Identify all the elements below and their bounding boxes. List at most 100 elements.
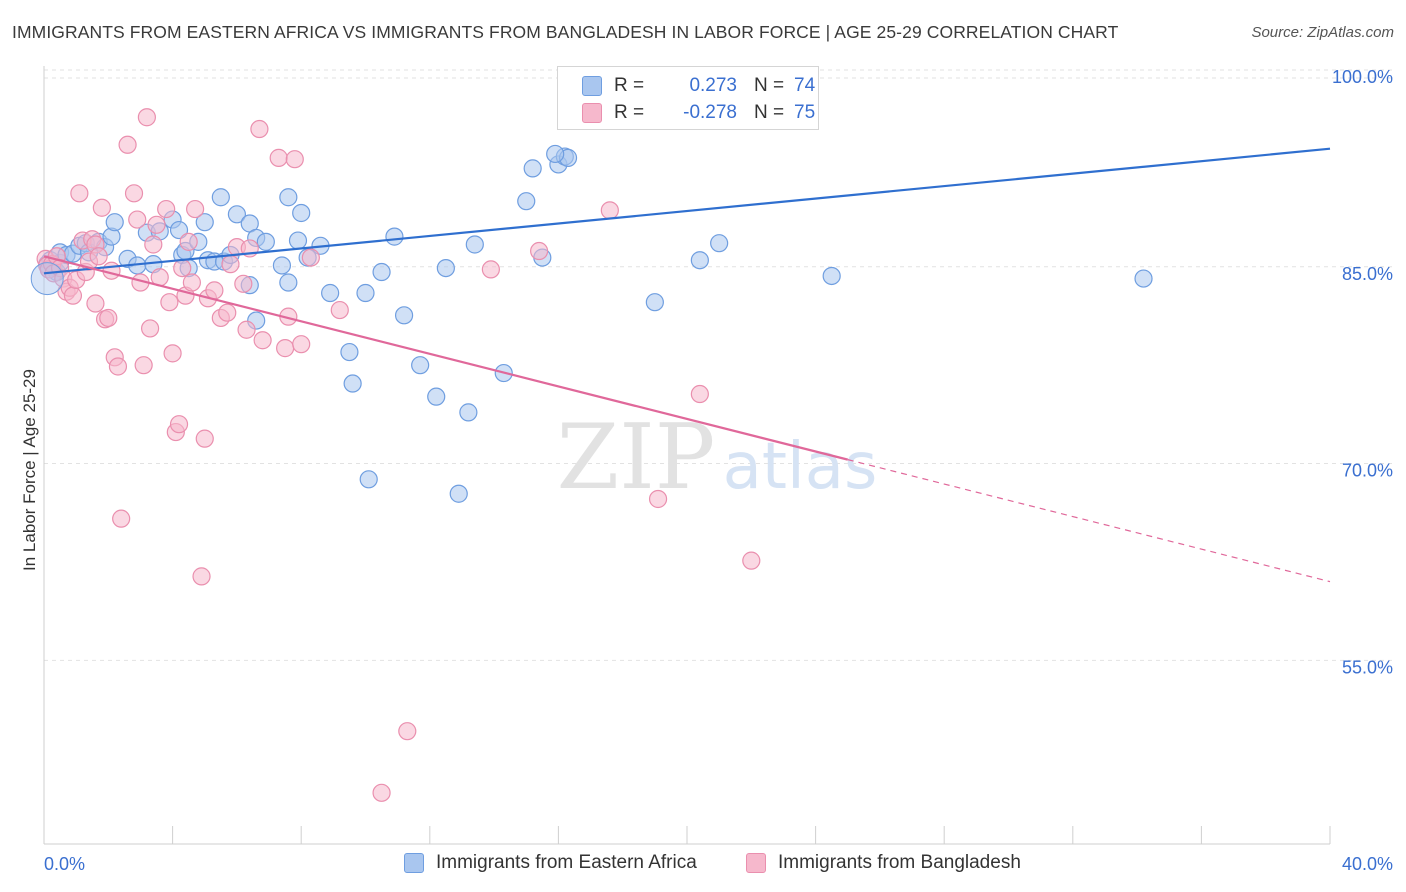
data-point-eastern-africa xyxy=(436,258,455,278)
data-point-eastern-africa xyxy=(372,262,391,282)
data-point-bangladesh xyxy=(140,319,160,338)
source-credit: Source: ZipAtlas.com xyxy=(1251,24,1394,41)
gridlines xyxy=(44,69,1392,661)
data-points xyxy=(30,108,1153,802)
data-point-eastern-africa xyxy=(292,203,311,223)
data-point-bangladesh xyxy=(102,261,121,280)
data-point-bangladesh xyxy=(86,294,105,313)
data-point-eastern-africa xyxy=(272,256,292,275)
data-point-bangladesh xyxy=(530,241,549,261)
data-point-bangladesh xyxy=(147,215,166,234)
data-point-bangladesh xyxy=(292,335,311,354)
y-tick-label: 100.0% xyxy=(1332,67,1393,87)
axes xyxy=(43,66,1331,845)
data-point-bangladesh xyxy=(163,344,182,363)
data-point-bangladesh xyxy=(70,184,89,203)
data-point-eastern-africa xyxy=(523,159,542,178)
data-point-eastern-africa xyxy=(288,231,308,250)
data-point-eastern-africa xyxy=(465,235,484,254)
chart-title: IMMIGRANTS FROM EASTERN AFRICA VS IMMIGR… xyxy=(12,22,1119,42)
data-point-eastern-africa xyxy=(343,374,362,393)
data-point-bangladesh xyxy=(128,210,147,229)
data-point-bangladesh xyxy=(157,199,176,219)
data-point-bangladesh xyxy=(690,384,709,404)
x-tick-label: 40.0% xyxy=(1342,854,1393,874)
data-point-bangladesh xyxy=(269,148,288,167)
r-value: -0.278 xyxy=(683,102,737,123)
n-value: 75 xyxy=(794,102,816,123)
legend-item-eastern-africa: Immigrants from Eastern Africa xyxy=(404,852,697,874)
data-point-eastern-africa xyxy=(279,273,298,292)
data-point-bangladesh xyxy=(92,198,111,217)
data-point-eastern-africa-cluster xyxy=(30,262,64,296)
data-point-bangladesh xyxy=(63,286,83,305)
data-point-eastern-africa xyxy=(710,234,729,253)
data-point-eastern-africa xyxy=(356,283,375,303)
n-label: N = xyxy=(754,75,785,96)
data-point-eastern-africa xyxy=(411,356,430,375)
legend-label: Immigrants from Eastern Africa xyxy=(436,852,697,873)
data-point-bangladesh xyxy=(276,339,295,358)
y-tick-label: 85.0% xyxy=(1342,264,1393,284)
data-point-bangladesh xyxy=(398,722,417,741)
legend-label: Immigrants from Bangladesh xyxy=(778,852,1021,873)
r-value: 0.273 xyxy=(689,75,737,96)
data-point-bangladesh xyxy=(253,331,272,350)
data-point-bangladesh xyxy=(221,255,240,274)
y-tick-label: 70.0% xyxy=(1342,461,1393,481)
watermark-zip: ZIP xyxy=(557,405,716,510)
trend-line-bangladesh-extension xyxy=(847,459,1331,583)
legend-swatch-blue xyxy=(582,76,602,96)
data-point-eastern-africa xyxy=(195,213,214,232)
data-point-bangladesh xyxy=(186,199,205,219)
data-point-bangladesh xyxy=(600,201,619,220)
data-point-bangladesh xyxy=(144,235,163,254)
data-point-bangladesh xyxy=(237,320,256,339)
data-point-bangladesh xyxy=(99,308,118,328)
data-point-bangladesh xyxy=(182,273,201,292)
data-point-eastern-africa xyxy=(256,232,275,251)
data-point-bangladesh xyxy=(137,108,156,127)
data-point-bangladesh xyxy=(481,260,500,279)
data-point-bangladesh xyxy=(301,248,320,267)
data-point-eastern-africa xyxy=(340,342,359,362)
data-point-eastern-africa xyxy=(211,188,230,207)
watermark-atlas: atlas xyxy=(723,430,878,504)
data-point-bangladesh xyxy=(124,184,144,203)
tick-labels: 55.0% 70.0% 85.0% 100.0% 0.0% 40.0% xyxy=(44,67,1393,874)
data-point-eastern-africa xyxy=(690,251,709,270)
trend-lines xyxy=(43,147,1331,583)
data-point-bangladesh xyxy=(742,551,761,570)
legend-swatch-pink xyxy=(746,853,766,873)
data-point-bangladesh xyxy=(330,300,349,320)
data-point-eastern-africa xyxy=(394,306,414,325)
data-point-bangladesh xyxy=(195,429,214,448)
data-point-eastern-africa xyxy=(459,403,478,422)
n-label: N = xyxy=(754,102,785,123)
trend-line-bangladesh xyxy=(43,255,849,461)
data-point-eastern-africa xyxy=(105,213,124,232)
data-point-bangladesh xyxy=(648,489,668,509)
data-point-bangladesh xyxy=(192,567,211,586)
data-point-eastern-africa xyxy=(822,266,841,286)
data-point-bangladesh xyxy=(250,119,269,139)
trend-line-eastern-africa xyxy=(43,147,1331,275)
data-point-bangladesh xyxy=(173,258,192,278)
y-tick-label: 55.0% xyxy=(1342,657,1393,677)
legend-swatch-blue xyxy=(404,853,424,873)
data-point-eastern-africa xyxy=(1134,269,1153,288)
data-point-eastern-africa xyxy=(279,188,298,207)
data-point-bangladesh xyxy=(372,783,391,802)
data-point-bangladesh xyxy=(108,357,128,376)
data-point-eastern-africa xyxy=(546,144,565,164)
data-point-eastern-africa xyxy=(321,283,340,303)
data-point-eastern-africa xyxy=(227,205,246,224)
data-point-bangladesh xyxy=(205,281,224,300)
data-point-eastern-africa xyxy=(427,387,446,406)
watermark: ZIP atlas xyxy=(557,405,878,510)
data-point-eastern-africa xyxy=(449,484,468,503)
n-value: 74 xyxy=(794,75,816,96)
data-point-bangladesh xyxy=(179,232,198,251)
data-point-bangladesh xyxy=(234,274,253,293)
